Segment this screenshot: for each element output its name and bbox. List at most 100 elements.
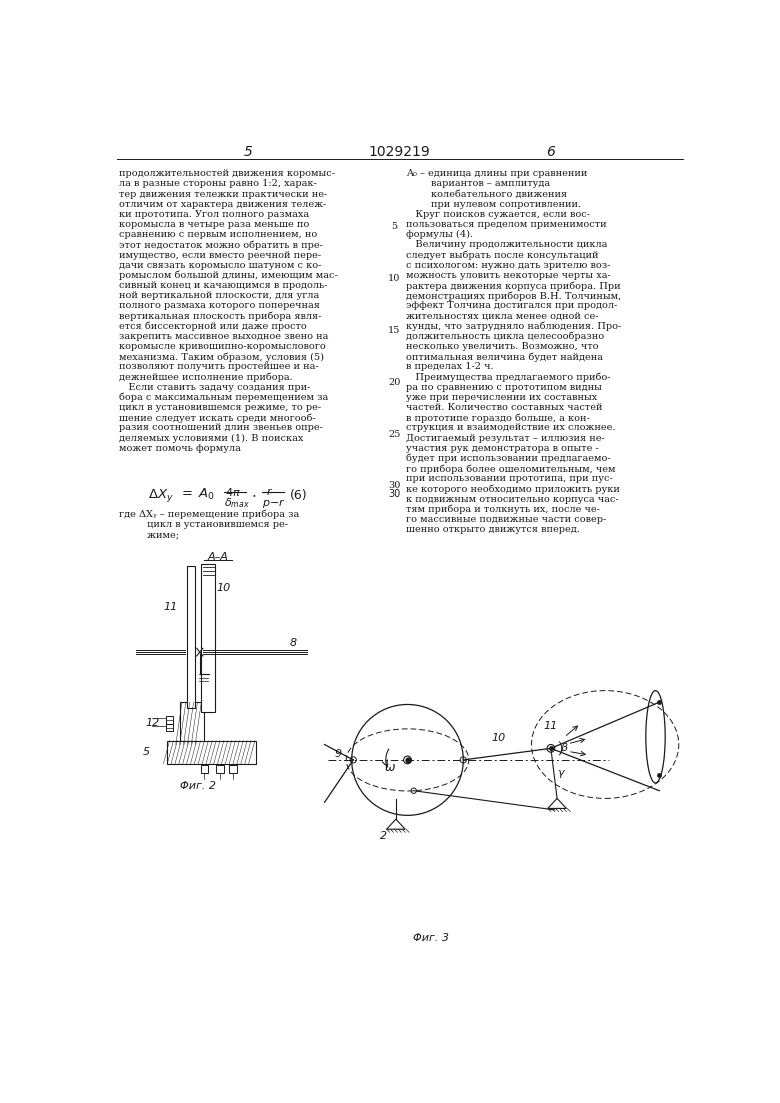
Text: Круг поисков сужается, если вос-: Круг поисков сужается, если вос- (406, 210, 590, 219)
Text: 20: 20 (388, 378, 400, 387)
Text: Достигаемый результат – иллюзия не-: Достигаемый результат – иллюзия не- (406, 433, 604, 442)
Text: должительность цикла целесообразно: должительность цикла целесообразно (406, 332, 604, 342)
Text: 11: 11 (163, 602, 178, 612)
Text: $r$: $r$ (266, 485, 273, 496)
Text: тер движения тележки практически не-: тер движения тележки практически не- (119, 190, 328, 199)
Text: 10: 10 (491, 733, 506, 743)
Text: $A_0$: $A_0$ (198, 486, 215, 502)
Text: имущество, если вместо реечной пере-: имущество, если вместо реечной пере- (119, 250, 321, 259)
Text: вертикальная плоскость прибора явля-: вертикальная плоскость прибора явля- (119, 312, 321, 321)
Text: шение следует искать среди многооб-: шение следует искать среди многооб- (119, 414, 316, 422)
Text: шенно открыто движутся вперед.: шенно открыто движутся вперед. (406, 525, 580, 534)
Text: ра по сравнению с прототипом видны: ра по сравнению с прототипом видны (406, 383, 602, 392)
Text: ки прототипа. Угол полного размаха: ки прототипа. Угол полного размаха (119, 210, 310, 219)
Text: уже при перечислении их составных: уже при перечислении их составных (406, 393, 597, 401)
Text: ромыслом большой длины, имеющим мас-: ромыслом большой длины, имеющим мас- (119, 271, 338, 280)
Text: 5: 5 (143, 747, 150, 758)
Text: $p{-}r$: $p{-}r$ (262, 496, 285, 510)
Text: 5: 5 (244, 144, 253, 159)
Text: к подвижным относительно корпуса час-: к подвижным относительно корпуса час- (406, 494, 619, 504)
Text: коромысла в четыре раза меньше по: коромысла в четыре раза меньше по (119, 221, 310, 229)
Text: Φиг. 2: Φиг. 2 (180, 781, 216, 792)
Text: отличим от характера движения тележ-: отличим от характера движения тележ- (119, 200, 327, 208)
Text: участия рук демонстратора в опыте -: участия рук демонстратора в опыте - (406, 443, 599, 452)
Text: $\cdot$: $\cdot$ (251, 488, 256, 502)
Text: 10: 10 (388, 274, 400, 283)
Text: =: = (181, 486, 192, 500)
Text: (6): (6) (289, 489, 307, 502)
Text: в пределах 1-2 ч.: в пределах 1-2 ч. (406, 363, 494, 372)
Bar (167, 740, 257, 763)
Text: продолжительностей движения коромыс-: продолжительностей движения коромыс- (119, 170, 335, 179)
Text: с психологом: нужно дать зрителю воз-: с психологом: нужно дать зрителю воз- (406, 260, 610, 270)
Text: дачи связать коромысло шатуном с ко-: дачи связать коромысло шатуном с ко- (119, 260, 321, 270)
Text: го прибора более ошеломительным, чем: го прибора более ошеломительным, чем (406, 464, 615, 473)
Text: закрепить массивное выходное звено на: закрепить массивное выходное звено на (119, 332, 328, 341)
Bar (179, 703, 204, 745)
Text: го массивные подвижные части совер-: го массивные подвижные части совер- (406, 515, 606, 524)
Text: цикл в установившемся режиме, то ре-: цикл в установившемся режиме, то ре- (119, 403, 321, 413)
Text: $\omega$: $\omega$ (385, 761, 396, 774)
Text: позволяют получить простейшее и на-: позволяют получить простейшее и на- (119, 363, 319, 372)
Text: 8: 8 (289, 639, 297, 649)
Text: Преимущества предлагаемого прибо-: Преимущества предлагаемого прибо- (406, 373, 611, 382)
Text: вариантов – амплитуда: вариантов – амплитуда (406, 180, 550, 189)
Text: 5: 5 (392, 222, 397, 231)
Text: $\gamma$: $\gamma$ (557, 768, 566, 780)
Text: эффект Толчина достигался при продол-: эффект Толчина достигался при продол- (406, 301, 617, 310)
Text: A₀ – единица длины при сравнении: A₀ – единица длины при сравнении (406, 170, 587, 179)
Text: 9: 9 (335, 749, 342, 759)
Text: полного размаха которого поперечная: полного размаха которого поперечная (119, 301, 320, 310)
Text: цикл в установившемся ре-: цикл в установившемся ре- (119, 520, 288, 528)
Text: ла в разные стороны равно 1:2, харак-: ла в разные стороны равно 1:2, харак- (119, 180, 317, 189)
Text: в прототипе гораздо больше, а кон-: в прототипе гораздо больше, а кон- (406, 414, 590, 422)
Text: кунды, что затрудняло наблюдения. Про-: кунды, что затрудняло наблюдения. Про- (406, 322, 621, 331)
Bar (216, 765, 224, 773)
Text: 25: 25 (388, 429, 400, 439)
Bar (200, 765, 208, 773)
Text: ной вертикальной плоскости, для угла: ной вертикальной плоскости, для угла (119, 291, 320, 300)
Text: частей. Количество составных частей: частей. Количество составных частей (406, 403, 602, 413)
Text: струкция и взаимодействие их сложнее.: струкция и взаимодействие их сложнее. (406, 424, 615, 432)
Bar (229, 765, 237, 773)
Text: несколько увеличить. Возможно, что: несколько увеличить. Возможно, что (406, 342, 598, 351)
Text: 30: 30 (388, 481, 400, 490)
Text: рактера движения корпуса прибора. При: рактера движения корпуса прибора. При (406, 281, 621, 290)
Text: $\Delta X_y$: $\Delta X_y$ (148, 486, 174, 504)
Text: может помочь формула: может помочь формула (119, 443, 241, 452)
Bar (165, 724, 173, 731)
Text: 11: 11 (543, 721, 558, 731)
Text: при использовании прототипа, при пус-: при использовании прототипа, при пус- (406, 474, 613, 483)
Text: 15: 15 (388, 326, 400, 335)
Text: разия соотношений длин звеньев опре-: разия соотношений длин звеньев опре- (119, 424, 323, 432)
Text: $4\pi$: $4\pi$ (225, 485, 241, 497)
Text: 12: 12 (146, 718, 160, 728)
Text: жительностях цикла менее одной се-: жительностях цикла менее одной се- (406, 312, 598, 321)
Text: бора с максимальным перемещением за: бора с максимальным перемещением за (119, 393, 328, 403)
Text: 30: 30 (388, 489, 400, 499)
Text: коромысле кривошипно-коромыслового: коромысле кривошипно-коромыслового (119, 342, 326, 351)
Text: 1029219: 1029219 (369, 144, 431, 159)
Text: $\delta_{max}$: $\delta_{max}$ (224, 496, 250, 511)
Text: дежнейшее исполнение прибора.: дежнейшее исполнение прибора. (119, 373, 293, 382)
Text: жиме;: жиме; (119, 529, 179, 539)
Text: формулы (4).: формулы (4). (406, 231, 473, 239)
Bar (165, 716, 173, 724)
Text: A–A: A–A (207, 552, 228, 563)
Text: при нулевом сопротивлении.: при нулевом сопротивлении. (406, 200, 581, 208)
Text: $\beta$: $\beta$ (560, 740, 569, 754)
Text: Если ставить задачу создания при-: Если ставить задачу создания при- (119, 383, 310, 392)
Text: тям прибора и толкнуть их, после че-: тям прибора и толкнуть их, после че- (406, 505, 600, 514)
Text: следует выбрать после консультаций: следует выбрать после консультаций (406, 250, 598, 260)
Text: механизма. Таким образом, условия (5): механизма. Таким образом, условия (5) (119, 352, 324, 362)
Text: пользоваться пределом применимости: пользоваться пределом применимости (406, 221, 607, 229)
Text: деляемых условиями (1). В поисках: деляемых условиями (1). В поисках (119, 433, 303, 442)
Text: этот недостаток можно обратить в пре-: этот недостаток можно обратить в пре- (119, 240, 323, 250)
Text: ке которого необходимо приложить руки: ке которого необходимо приложить руки (406, 484, 620, 494)
Text: будет при использовании предлагаемо-: будет при использовании предлагаемо- (406, 454, 611, 463)
Text: колебательного движения: колебательного движения (406, 190, 567, 199)
Text: можность уловить некоторые черты ха-: можность уловить некоторые черты ха- (406, 271, 611, 280)
Text: 2: 2 (381, 831, 388, 840)
Text: 9: 9 (206, 666, 213, 676)
Text: демонстрациях приборов В.Н. Толчиным,: демонстрациях приборов В.Н. Толчиным, (406, 291, 621, 301)
